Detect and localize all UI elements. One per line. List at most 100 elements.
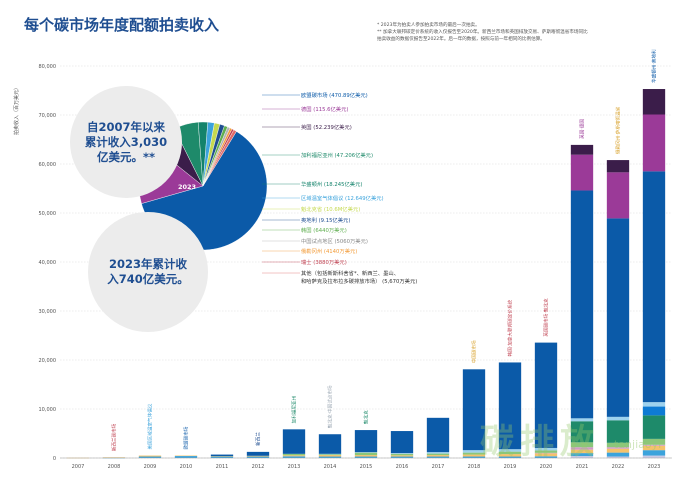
bar-segment [354,455,378,457]
footnote-1: * 2023年为拍卖人参加拍卖市场的最后一次拍卖。 [377,23,480,28]
x-tick-label: 2007 [72,464,85,470]
bar-segment [534,453,558,457]
x-tick-label: 2019 [504,464,517,470]
x-tick-label: 2014 [324,464,337,470]
y-tick-label: 60,000 [39,162,57,168]
bar-segment [390,456,414,458]
bar-segment [606,447,630,449]
bar-segment [426,455,450,457]
bar-segment [606,448,630,453]
year-revenue-callout: 2023年累计收入740亿美元。 [88,212,208,332]
bar-segment [642,406,666,416]
pie-legend-label: 中国试点地区 (5060万美元) [301,237,368,245]
bar-segment [606,456,630,458]
bar-segment [570,447,594,450]
bar-annotation: 加利福尼亚州 [291,395,298,423]
bar-segment [642,445,666,451]
bar-segment [642,402,666,407]
pie-legend-label: 魁北克省 (10.6M亿美元) [301,205,360,213]
bar-annotation: 美国区域温室气体倡议 [147,403,154,449]
bar-segment [462,369,486,451]
bar-segment [390,453,414,456]
bar-segment [390,453,414,454]
bar-segment [210,456,234,458]
bar-annotation: 中国碳市场 [471,340,478,363]
year-revenue-text: 2023年累计收入740亿美元。 [107,257,189,286]
bar-annotation: 英国碳市场·魁北克 [543,298,550,337]
total-revenue-callout: 自2007年以来累计收入3,030 亿美元。** [70,86,182,198]
bar-segment [606,416,630,421]
bar-segment [570,144,594,155]
y-tick-label: 0 [53,456,56,462]
pie-legend-label: 欧盟碳市场 (470.89亿美元) [301,91,368,99]
x-tick-label: 2009 [144,464,157,470]
bar-segment [390,455,414,457]
bar-segment [534,452,558,454]
bar-segment [570,421,594,443]
x-tick-label: 2015 [360,464,373,470]
bar-annotation: 英国·德国 [579,119,586,139]
pie-year-label: 2023 [178,183,196,191]
bar-segment [318,434,342,454]
bar-segment [138,456,162,458]
y-tick-label: 70,000 [39,113,57,119]
bar-segment [138,455,162,457]
x-tick-label: 2008 [108,464,121,470]
bar-segment [282,456,306,458]
y-tick-label: 50,000 [39,211,57,217]
bar-segment [534,342,558,448]
bar-annotation: 欧盟碳市场 [183,426,190,449]
y-axis-label: 拍卖收入（百万美元） [13,85,20,135]
page-title: 每个碳市场年度配额拍卖收入 [24,16,220,34]
bar-segment [210,454,234,457]
pie-legend-label: 俄勒冈州 (4140万美元) [301,247,357,255]
bar-annotation: 韩国·加拿大联邦碳定价系统 [507,299,514,356]
bar-segment [354,452,378,453]
bar-segment [534,456,558,458]
y-tick-label: 10,000 [39,407,57,413]
bar-segment [570,418,594,422]
x-tick-label: 2017 [432,464,445,470]
y-tick-label: 40,000 [39,260,57,266]
bar-segment [318,455,342,457]
bar-segment [498,449,522,452]
footnotes: * 2023年为拍卖人参加拍卖市场的最后一次拍卖。 ** 加拿大联邦碳定价系统的… [377,22,612,43]
footnote-3: 拍卖收益的数据仅报告至2022年。后一年的数据，按照与前一年相同的比例估算。 [377,37,545,42]
bar-segment [426,417,450,453]
bar-segment [498,456,522,458]
bar-segment [462,456,486,458]
bar-segment [642,89,666,115]
bar-segment [462,452,486,455]
x-tick-label: 2011 [216,464,229,470]
bar-segment [606,218,630,417]
pie-legend-label: 奥地利 (9.15亿美元) [301,216,350,224]
bar-annotation: 魁北克 [363,410,370,424]
bar-segment [102,457,126,458]
bar-segment [426,452,450,454]
bar-segment [606,420,630,443]
bar-annotation: 魁北克·中国试点市场 [327,385,334,428]
bar-segment [390,431,414,454]
bar-annotation: 俄勒冈州·萨斯喀彻温省 [615,106,622,154]
x-tick-label: 2020 [540,464,553,470]
pie-legend-label: 其他（包括新斯科舍省*、新西兰、墨山、和哈萨克及拉布拉多碳排放市场） (5,67… [301,269,417,285]
bar-segment [426,453,450,456]
bar-segment [462,454,486,457]
y-tick-label: 80,000 [39,64,57,70]
bar-annotation: 新西兰碳市场 [111,423,118,451]
bar-annotation: 华盛顿州·奥地利 [651,49,658,83]
bar-segment [246,451,270,456]
x-tick-label: 2022 [612,464,625,470]
x-tick-label: 2018 [468,464,481,470]
bar-segment [606,442,630,448]
bar-segment [606,172,630,219]
bar-segment [318,454,342,456]
total-revenue-text: 自2007年以来累计收入3,030 亿美元。** [84,119,168,164]
bar-segment [174,455,198,457]
bar-segment [354,430,378,453]
pie-slice [202,129,237,187]
pie-legend-label: 德国 (115.6亿美元) [301,105,348,113]
bar-segment [570,453,594,457]
pie-legend-label: 区域温室气体倡议 (12.649亿美元) [301,194,384,202]
pie-legend-label: 英国 (52.239亿美元) [301,123,352,131]
